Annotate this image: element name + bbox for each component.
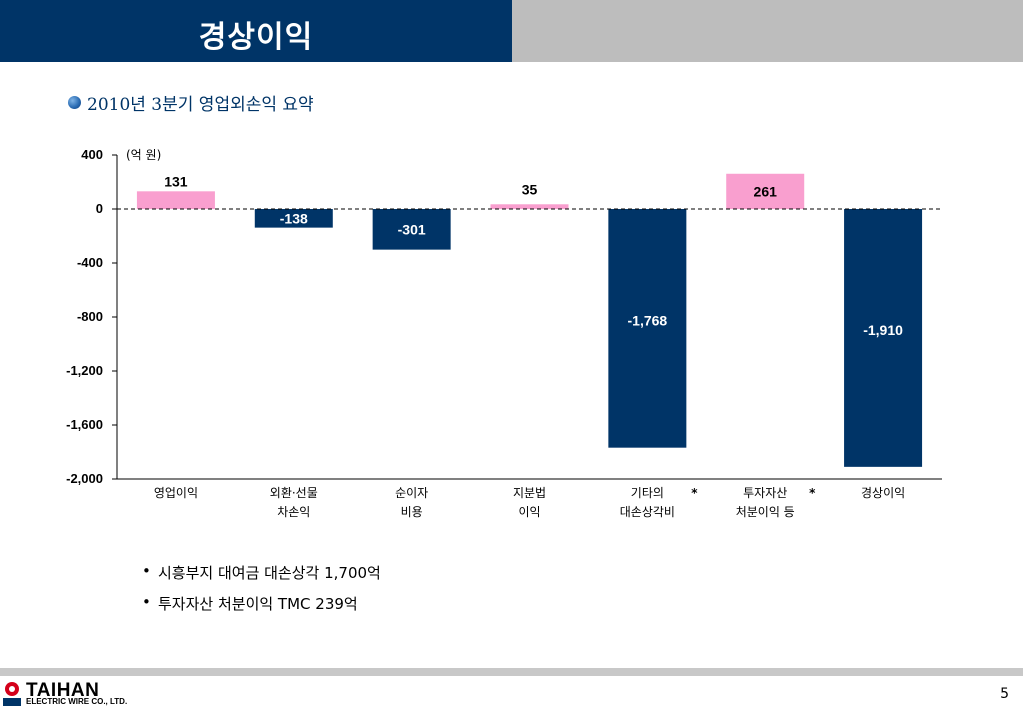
data-label: 261 [754, 183, 778, 199]
company-logo: TAIHAN ELECTRIC WIRE CO., LTD. [2, 680, 142, 708]
note-text: 투자자산 처분이익 TMC 239억 [158, 595, 358, 613]
data-label: -1,910 [863, 322, 903, 338]
logo-text: TAIHAN [26, 680, 100, 701]
data-label: 35 [522, 181, 538, 197]
y-tick-label: 0 [96, 201, 103, 216]
category-asterisk: * [809, 486, 816, 500]
title-bar: 경상이익 [0, 0, 512, 62]
bullet-ball-icon [68, 96, 81, 109]
note-item: • 투자자산 처분이익 TMC 239억 [142, 593, 381, 614]
category-label: 투자자산 [743, 486, 787, 500]
bar-chart: 400 0 -400 -800 -1,200 -1,600 -2,000 (억 원)131 영업… [66, 147, 942, 519]
note-item: • 시흥부지 대여금 대손상각 1,700억 [142, 562, 381, 583]
bullet-dot-icon: • [142, 593, 151, 611]
page-number: 5 [1000, 686, 1009, 702]
taihan-emblem-icon [3, 682, 21, 706]
title-bar-accent [512, 0, 1023, 62]
bar [726, 173, 805, 209]
bar [490, 204, 569, 209]
category-label: 경상이익 [861, 486, 905, 500]
data-label: -138 [280, 210, 308, 226]
bar [136, 191, 215, 209]
footer-bar [0, 668, 1023, 676]
category-label: 기타의 [631, 486, 664, 500]
bar [372, 209, 451, 250]
category-label: 외환·선물 [270, 486, 318, 500]
section-subtitle: 2010년 3분기 영업외손익 요약 [68, 90, 314, 115]
category-label: 비용 [401, 505, 423, 519]
category-label: 차손익 [277, 505, 310, 519]
data-label: 131 [164, 173, 188, 189]
bar [254, 209, 333, 228]
notes-list: • 시흥부지 대여금 대손상각 1,700억 • 투자자산 처분이익 TMC 2… [142, 562, 381, 624]
unit-label: (억 원) [126, 148, 161, 162]
category-label: 대손상각비 [620, 505, 675, 519]
category-label: 순이자 [395, 486, 428, 500]
data-label: -1,768 [628, 312, 668, 328]
category-label: 지분법 [513, 486, 546, 500]
category-label: 이익 [518, 505, 540, 519]
bullet-dot-icon: • [142, 562, 151, 580]
category-label: 처분이익 등 [736, 505, 795, 519]
bar [608, 209, 687, 448]
y-tick-label: -1,600 [66, 417, 103, 432]
y-tick-label: 400 [81, 147, 103, 162]
y-tick-label: -800 [77, 309, 103, 324]
data-label: -301 [398, 221, 426, 237]
bar [844, 209, 923, 467]
section-subtitle-text: 2010년 3분기 영업외손익 요약 [87, 95, 314, 115]
y-tick-label: -2,000 [66, 471, 103, 486]
y-tick-label: -1,200 [66, 363, 103, 378]
category-asterisk: * [691, 486, 698, 500]
note-text: 시흥부지 대여금 대손상각 1,700억 [158, 564, 381, 582]
logo-subtext: ELECTRIC WIRE CO., LTD. [26, 697, 128, 706]
category-label: 영업이익 [154, 486, 198, 500]
y-tick-label: -400 [77, 255, 103, 270]
page-title: 경상이익 [198, 20, 314, 55]
